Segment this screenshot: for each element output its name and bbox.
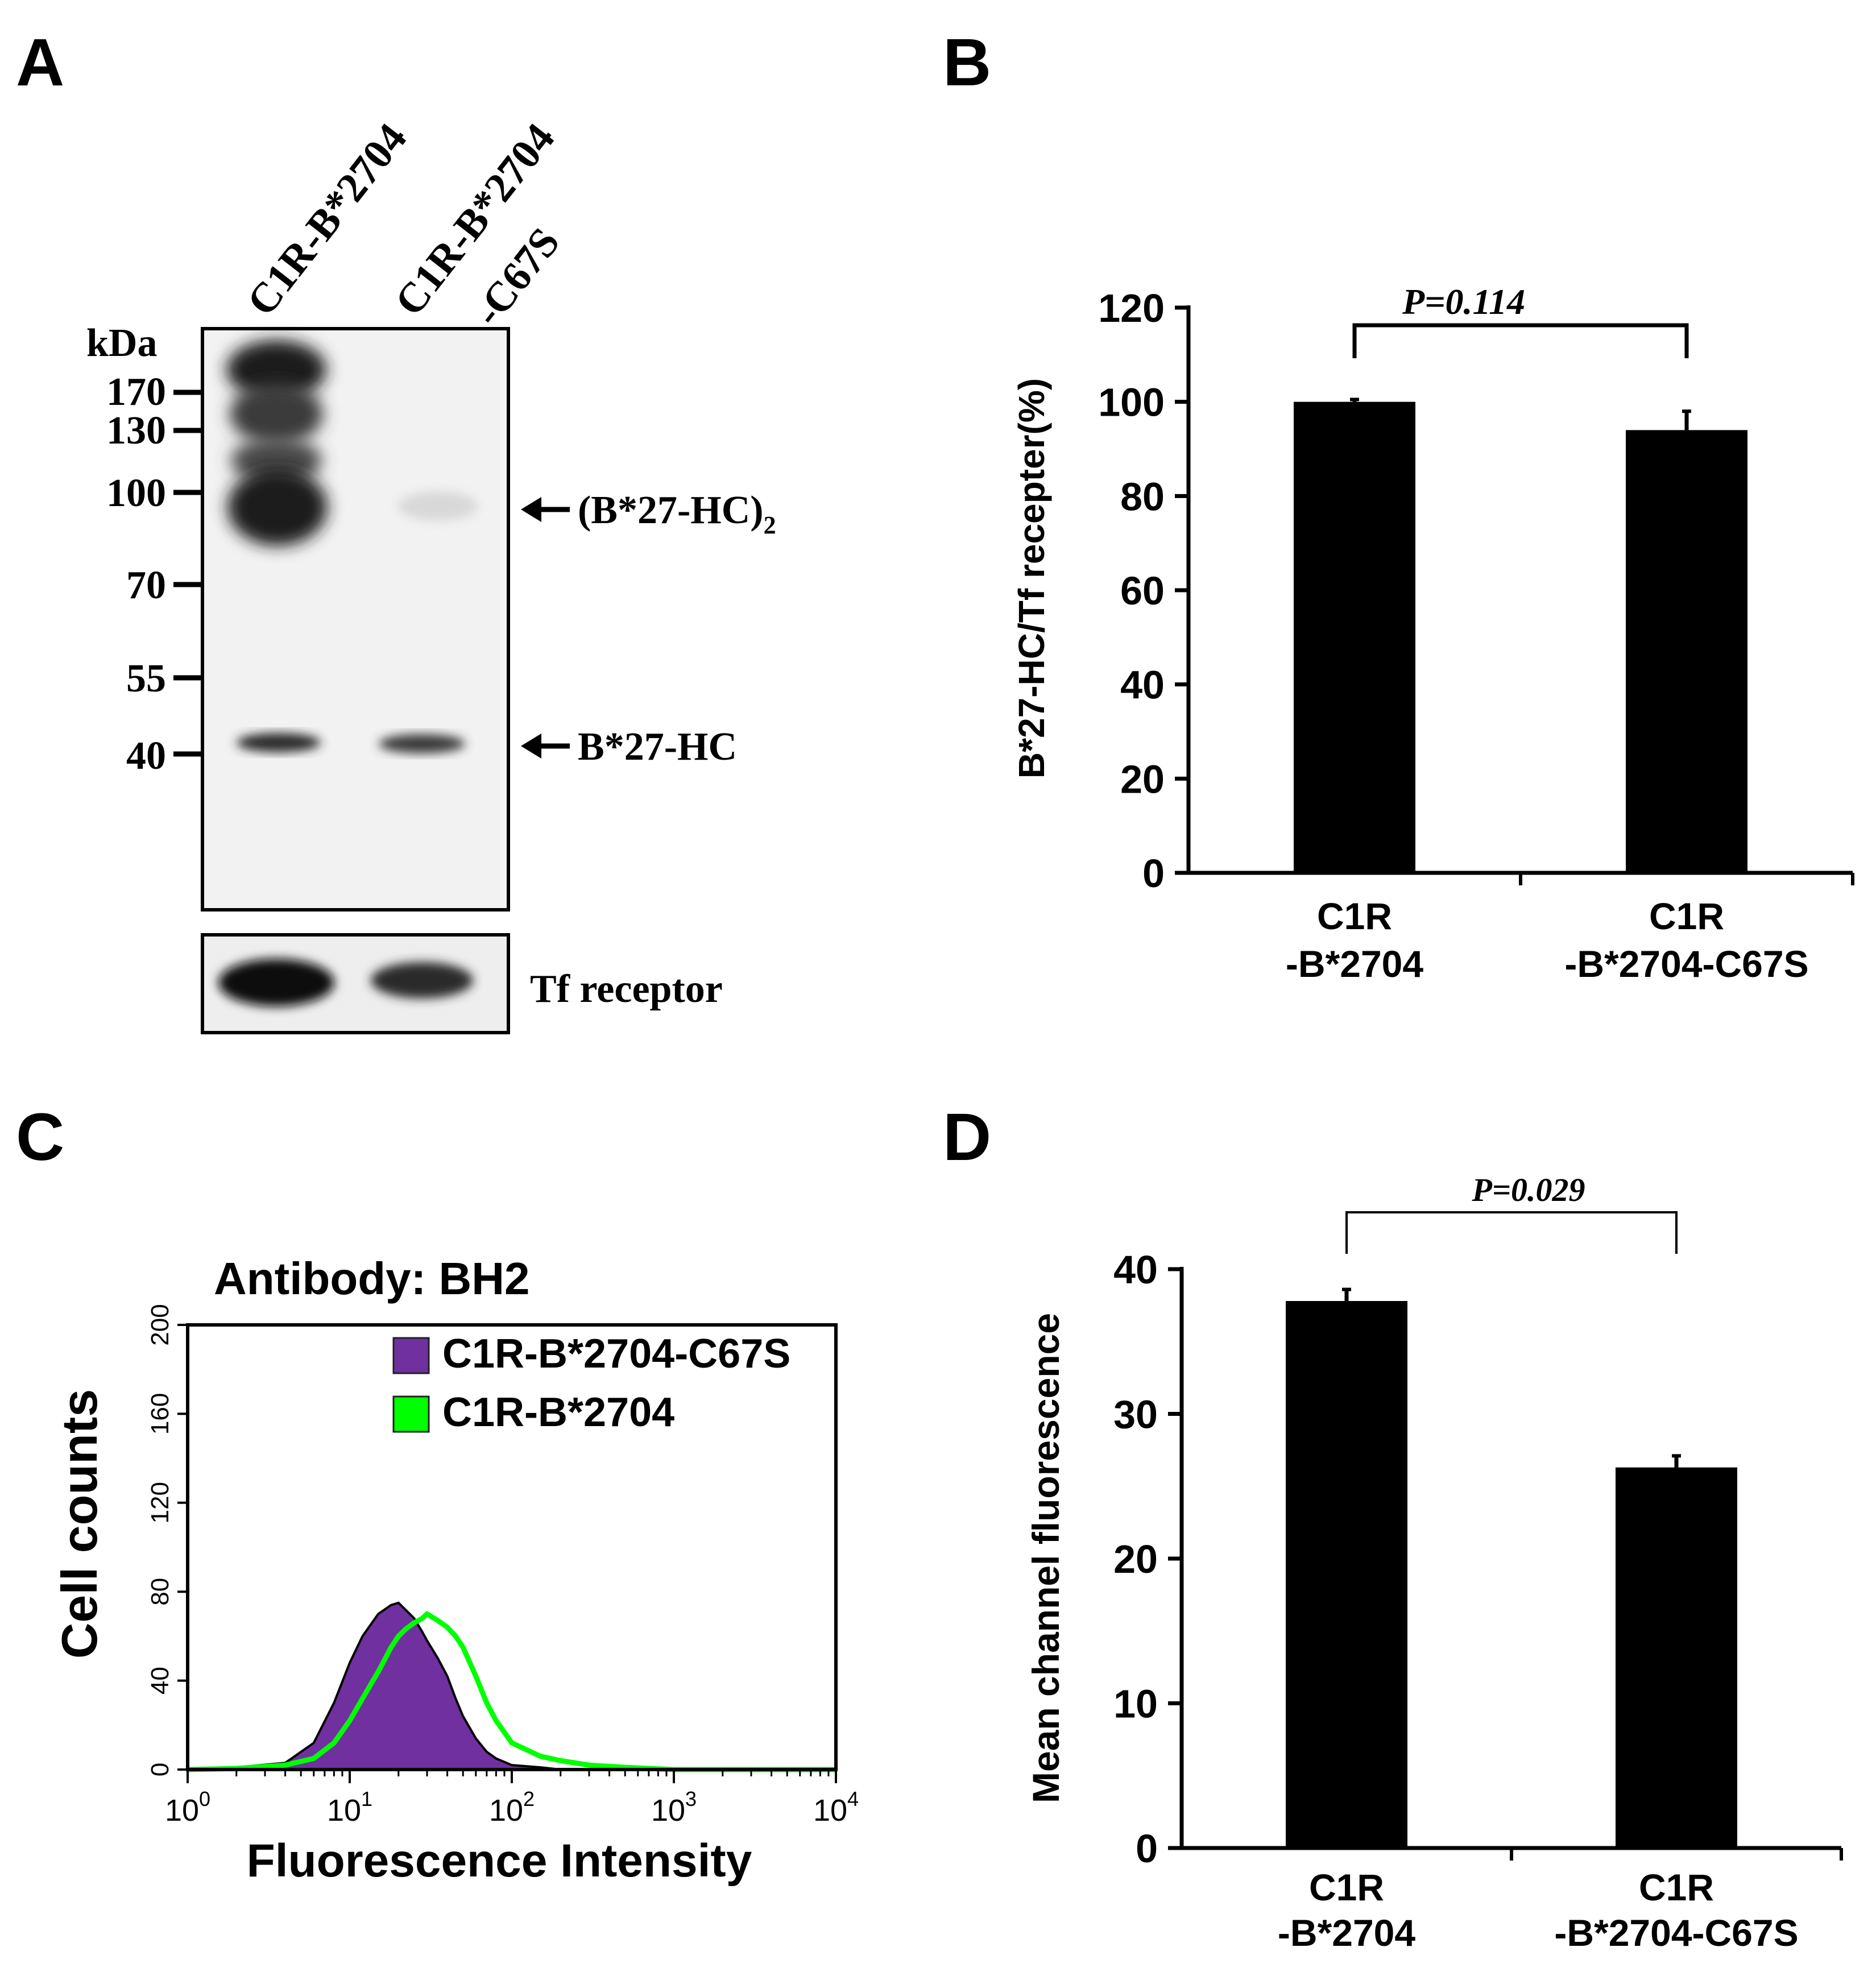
blot-monomer-annotation: B*27-HC [521, 725, 737, 769]
band-dimer-lane-1 [227, 469, 328, 546]
panel-letter-c: C [16, 1100, 64, 1175]
loading-membrane-frame [201, 933, 510, 1034]
panel-c-y-axis-label: Cell counts [51, 1389, 107, 1659]
b-y-tick-label-100: 100 [1098, 380, 1165, 425]
monomer-arrow-head [521, 734, 541, 759]
band-high-mw-mid [231, 438, 322, 483]
d-category-label-1-line-1: C1R [1309, 1866, 1384, 1908]
d-category-label-2-line-1: C1R [1639, 1866, 1714, 1908]
panel-c-x-tick-label-3: 103 [651, 1787, 697, 1828]
b-category-label-2-line-2: -B*2704-C67S [1564, 943, 1808, 985]
blot-marker-ladder: 170 130 100 70 55 40 [106, 370, 202, 778]
panel-c-x-tick-label-1: 101 [327, 1787, 372, 1828]
b-y-tick-label-40: 40 [1120, 663, 1165, 707]
marker-label-70: 70 [126, 564, 166, 607]
panel-c-x-tick-label-4: 104 [813, 1787, 859, 1828]
panel-letter-b: B [943, 25, 991, 100]
marker-label-55: 55 [126, 657, 166, 701]
b-bar-1 [1294, 401, 1415, 873]
panel-c-y-tick-label-160: 160 [146, 1393, 174, 1435]
d-y-tick-label-20: 20 [1113, 1537, 1158, 1581]
b-category-label-2-line-1: C1R [1649, 895, 1724, 937]
marker-label-100: 100 [106, 471, 166, 515]
panel-c-y-tick-label-120: 120 [146, 1482, 174, 1523]
marker-label-170: 170 [106, 370, 166, 414]
d-significance-bracket [1345, 1211, 1678, 1254]
dimer-label: (B*27-HC)2 [578, 488, 776, 539]
band-monomer-lane-1 [237, 733, 321, 752]
d-y-tick-label-40: 40 [1113, 1248, 1158, 1292]
loading-control-label: Tf receptor [530, 967, 723, 1011]
blot-dimer-annotation: (B*27-HC)2 [521, 488, 776, 539]
panel-c-x-tick-label-2: 102 [489, 1787, 535, 1828]
panel-c-legend-swatch-2 [392, 1395, 430, 1433]
marker-label-40: 40 [126, 734, 166, 778]
b-y-tick-label-60: 60 [1120, 569, 1165, 613]
d-bar-1 [1286, 1300, 1407, 1848]
band-high-mw-top [226, 340, 326, 399]
panel-c-y-tick-label-200: 200 [146, 1304, 174, 1345]
blot-loading-membrane: Tf receptor [201, 933, 723, 1034]
panel-d-y-axis-label: Mean channel fluorescence [1025, 1313, 1067, 1803]
d-category-label-1-line-2: -B*2704 [1278, 1912, 1415, 1954]
d-y-tick-label-10: 10 [1113, 1682, 1158, 1726]
panel-c-x-tick-label-0: 100 [165, 1787, 210, 1828]
panel-letter-a: A [16, 25, 64, 100]
panel-a: A C1R-B*2704 C1R-B*2704 -C67S kDa 170 13… [16, 25, 776, 1034]
blot-kda-label: kDa [86, 321, 157, 365]
panel-c-legend-label-1: C1R-B*2704-C67S [442, 1331, 790, 1377]
b-significance-bracket [1352, 323, 1689, 358]
panel-d-significance-label: P=0.029 [1472, 1171, 1585, 1208]
panel-c-legend-label-2: C1R-B*2704 [442, 1390, 674, 1435]
d-bar-2 [1616, 1467, 1737, 1848]
b-y-tick-label-20: 20 [1120, 757, 1165, 801]
band-dimer-lane-2 [398, 491, 478, 521]
panel-c-title: Antibody: BH2 [214, 1253, 530, 1304]
b-y-tick-label-80: 80 [1120, 474, 1165, 519]
band-monomer-lane-2 [379, 734, 465, 753]
panel-c-y-tick-label-40: 40 [146, 1667, 174, 1694]
d-category-label-2-line-2: -B*2704-C67S [1554, 1912, 1798, 1954]
marker-label-130: 130 [106, 409, 166, 453]
b-category-label-1-line-2: -B*2704 [1286, 943, 1423, 985]
panel-c-x-axis-label: Fluorescence Intensity [247, 1835, 752, 1887]
b-bar-2 [1626, 430, 1747, 873]
dimer-arrow-head [521, 497, 541, 522]
d-y-tick-label-30: 30 [1113, 1393, 1158, 1437]
panel-c-series-2-line [187, 1610, 836, 1772]
panel-c: C Antibody: BH2 Cell counts Fluorescence… [16, 1100, 859, 1887]
panel-b-y-axis-label: B*27-HC/Tf recepter(%) [1011, 378, 1052, 778]
blot-main-frame [201, 327, 510, 912]
panel-d: D Mean channel fluorescence P=0.029 0 10 2… [943, 1100, 1843, 1954]
band-tf-lane-2 [371, 962, 473, 998]
b-category-label-1-line-1: C1R [1317, 895, 1392, 937]
panel-c-legend-swatch-1 [392, 1337, 430, 1374]
panel-b: B B*27-HC/Tf recepter(%) P=0.114 0 20 40 60… [943, 25, 1854, 985]
panel-c-legend: C1R-B*2704-C67S C1R-B*2704 [392, 1331, 790, 1435]
d-y-tick-label-0: 0 [1136, 1826, 1158, 1871]
b-y-tick-label-0: 0 [1142, 851, 1165, 896]
panel-c-y-tick-label-0: 0 [146, 1763, 174, 1776]
panel-b-significance-label: P=0.114 [1402, 281, 1525, 322]
band-tf-lane-1 [218, 959, 334, 1006]
panel-c-y-tick-label-80: 80 [146, 1578, 174, 1606]
b-y-tick-label-120: 120 [1098, 286, 1165, 330]
panel-letter-d: D [943, 1100, 991, 1175]
monomer-label: B*27-HC [578, 725, 737, 769]
blot-main-membrane [201, 327, 510, 912]
band-high-mw-130 [230, 383, 323, 445]
